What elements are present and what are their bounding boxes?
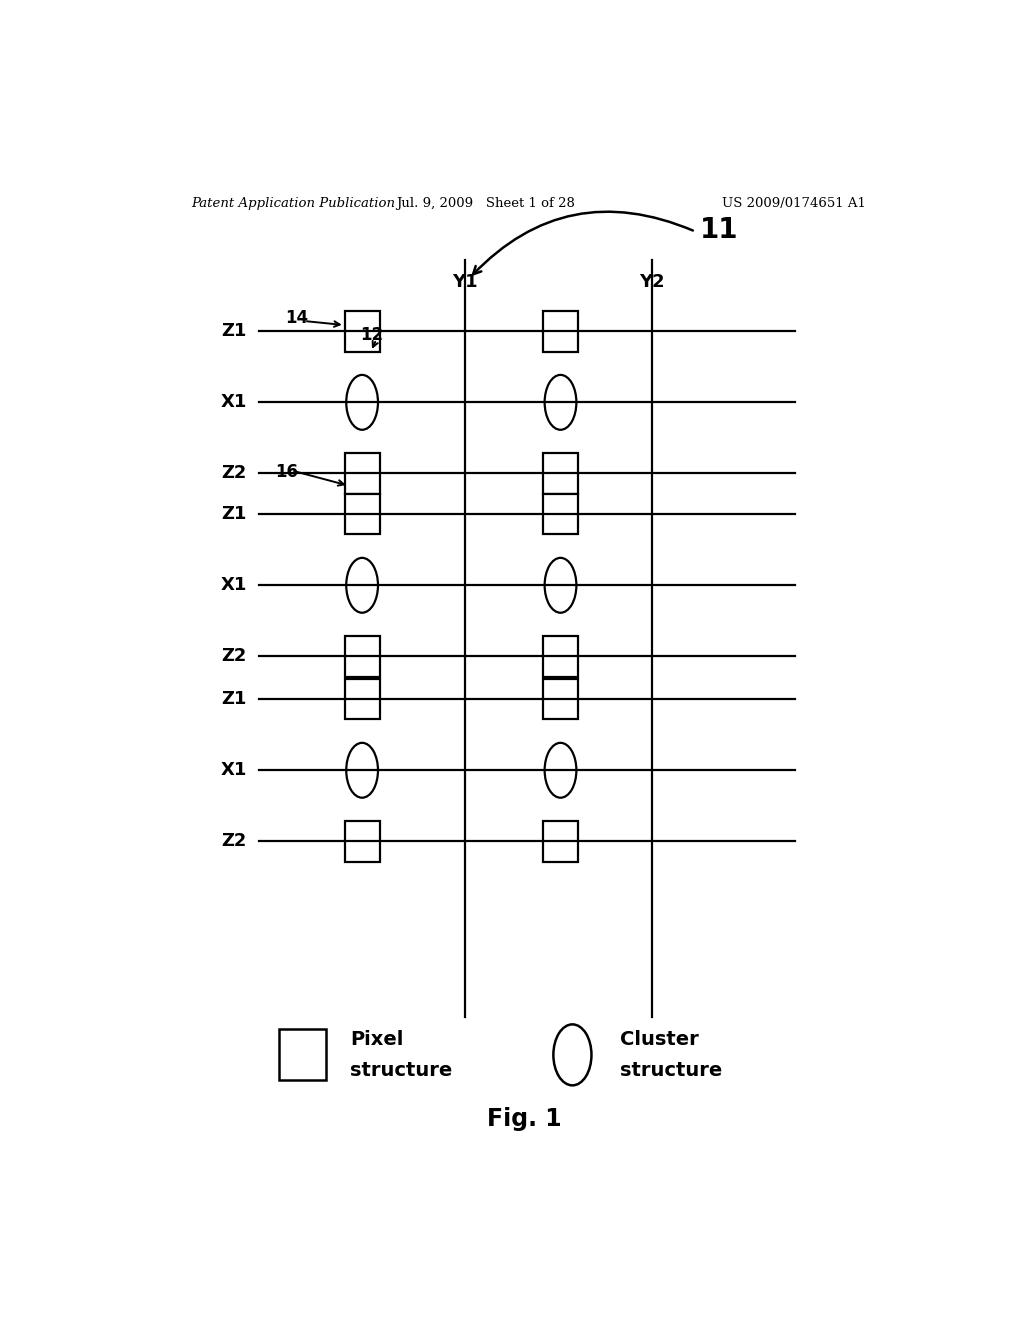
Text: structure: structure [350,1060,453,1080]
Text: structure: structure [621,1060,722,1080]
Text: Z1: Z1 [221,690,247,708]
Ellipse shape [346,375,378,430]
Text: 16: 16 [274,463,298,482]
Bar [345,312,380,351]
Bar [345,494,380,535]
Text: Fig. 1: Fig. 1 [487,1107,562,1131]
Text: Patent Application Publication: Patent Application Publication [191,197,395,210]
Text: X1: X1 [220,577,247,594]
Ellipse shape [346,558,378,612]
Text: 14: 14 [285,309,308,327]
Ellipse shape [545,558,577,612]
Text: Z2: Z2 [221,833,247,850]
Bar [543,312,578,351]
Bar [345,453,380,494]
Text: 11: 11 [699,215,738,244]
Text: Cluster: Cluster [621,1030,698,1049]
Text: Z2: Z2 [221,647,247,665]
Text: US 2009/0174651 A1: US 2009/0174651 A1 [722,197,866,210]
Text: Z1: Z1 [221,506,247,523]
Text: Pixel: Pixel [350,1030,403,1049]
Bar [345,636,380,677]
Bar [543,636,578,677]
Bar [543,494,578,535]
Text: Z2: Z2 [221,465,247,483]
Text: Jul. 9, 2009   Sheet 1 of 28: Jul. 9, 2009 Sheet 1 of 28 [395,197,574,210]
Text: Z1: Z1 [221,322,247,341]
Text: X1: X1 [220,393,247,412]
Bar [345,678,380,719]
Bar [543,678,578,719]
Ellipse shape [545,743,577,797]
Text: X1: X1 [220,762,247,779]
Ellipse shape [346,743,378,797]
Text: 12: 12 [359,326,383,345]
Ellipse shape [545,375,577,430]
Text: Y2: Y2 [639,272,665,290]
Ellipse shape [553,1024,592,1085]
Text: Y1: Y1 [453,272,478,290]
Bar [279,1030,327,1080]
Bar [543,821,578,862]
Bar [345,821,380,862]
Bar [543,453,578,494]
